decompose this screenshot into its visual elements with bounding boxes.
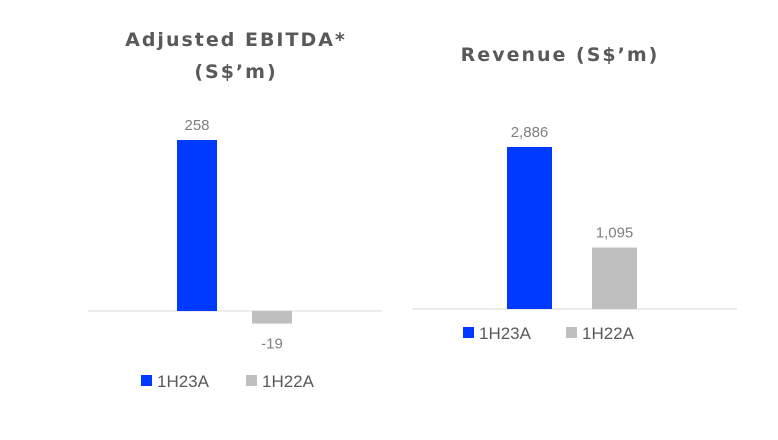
ebitda-title-line-1: Adjusted EBITDA* [125, 29, 347, 51]
revenue-legend-label-1h23a: 1H23A [479, 324, 532, 343]
ebitda-data-label-1h22a: -19 [261, 336, 283, 353]
ebitda-bar-1h23a [177, 140, 217, 311]
revenue-bar-1h23a [507, 147, 552, 309]
revenue-title-line-1: Revenue (S$’m) [460, 44, 660, 66]
ebitda-legend-label-1h22a: 1H22A [262, 372, 315, 391]
ebitda-legend-swatch-1h23a [141, 375, 152, 386]
revenue-legend-swatch-1h22a [566, 327, 577, 338]
revenue-bar-1h22a [592, 247, 637, 309]
ebitda-title-line-2: (S$’m) [194, 61, 278, 83]
ebitda-bar-1h22a [252, 311, 292, 324]
ebitda-data-label-1h23a: 258 [184, 117, 209, 134]
revenue-data-label-1h23a: 2,886 [511, 124, 549, 141]
ebitda-legend-swatch-1h22a [246, 375, 257, 386]
revenue-legend-swatch-1h23a [463, 327, 474, 338]
revenue-chart-title: Revenue (S$’m) [410, 39, 710, 71]
ebitda-legend-label-1h23a: 1H23A [157, 372, 210, 391]
ebitda-chart-title: Adjusted EBITDA* (S$’m) [86, 24, 386, 88]
revenue-data-label-1h22a: 1,095 [596, 225, 634, 242]
revenue-legend-label-1h22a: 1H22A [582, 324, 635, 343]
